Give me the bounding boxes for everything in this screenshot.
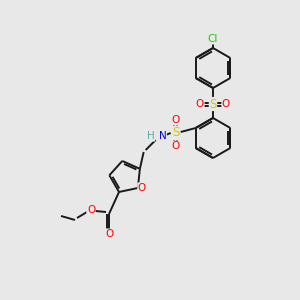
Text: O: O	[172, 141, 180, 151]
Text: Cl: Cl	[208, 34, 218, 44]
Text: O: O	[105, 229, 113, 239]
Text: N: N	[159, 131, 167, 141]
Text: S: S	[172, 127, 179, 140]
Text: O: O	[172, 115, 180, 125]
Text: O: O	[87, 205, 95, 215]
Text: O: O	[222, 99, 230, 109]
Text: H: H	[147, 131, 155, 141]
Text: O: O	[196, 99, 204, 109]
Text: O: O	[138, 183, 146, 193]
Text: S: S	[209, 98, 217, 110]
